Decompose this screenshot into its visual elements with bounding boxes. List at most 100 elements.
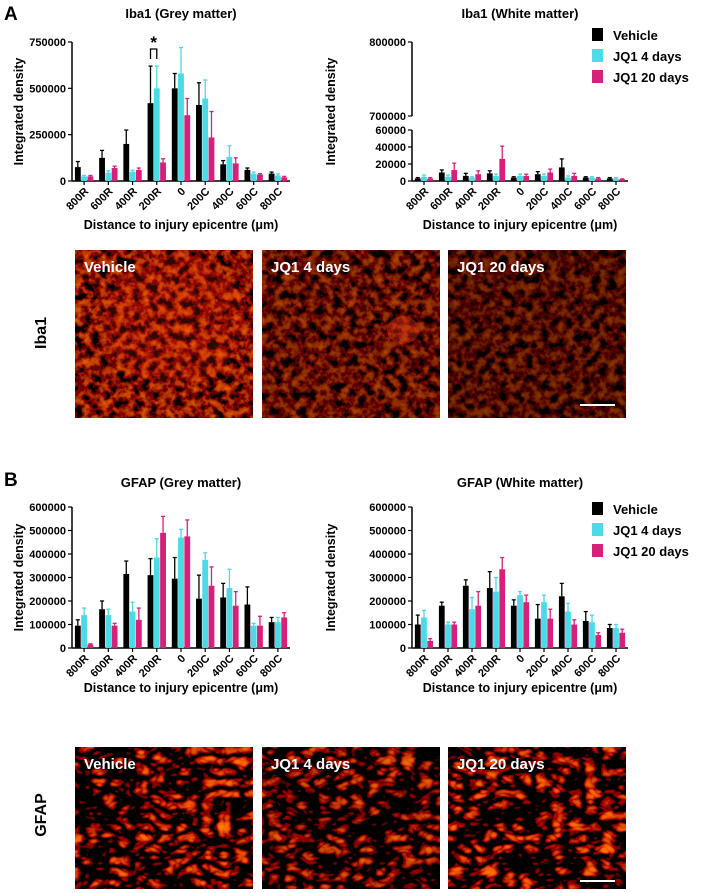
- image-label: Vehicle: [84, 756, 136, 773]
- bar: [438, 172, 445, 181]
- y-tick-label: 0: [60, 176, 66, 188]
- legend-label: Vehicle: [613, 28, 658, 43]
- bar: [257, 174, 263, 181]
- bar: [606, 178, 613, 181]
- y-tick-label: 200000: [369, 596, 406, 608]
- legend-swatch: [592, 502, 603, 515]
- legend-swatch: [592, 28, 603, 41]
- bar: [160, 162, 166, 181]
- annotation: *: [150, 33, 157, 52]
- y-tick-label: 0: [400, 643, 406, 655]
- image-label: JQ1 4 days: [271, 259, 350, 276]
- bar: [111, 625, 118, 648]
- micrograph: [75, 250, 253, 418]
- y-tick-label: 500000: [369, 526, 406, 538]
- micrograph: [387, 316, 419, 344]
- x-tick-label: 600C: [572, 653, 599, 680]
- bar: [281, 617, 288, 648]
- y-tick-label: 100000: [369, 620, 406, 632]
- bar: [421, 176, 427, 181]
- panel-label: A: [4, 4, 18, 25]
- x-tick-label: 0: [175, 653, 188, 666]
- x-tick-label: 200R: [137, 653, 164, 680]
- y-tick-label: 20000: [375, 159, 406, 171]
- x-tick-label: 600R: [88, 653, 115, 680]
- x-tick-label: 200R: [476, 186, 503, 213]
- bar: [153, 557, 160, 648]
- y-tick-label: 40000: [375, 142, 406, 154]
- bar: [105, 172, 112, 181]
- chart-title: GFAP (Grey matter): [121, 475, 241, 490]
- bar: [268, 173, 275, 181]
- micrograph: [105, 255, 245, 385]
- y-tick-label: 0: [60, 643, 66, 655]
- y-tick-label: 0: [400, 176, 406, 188]
- bar: [268, 622, 275, 648]
- x-tick-label: 0: [514, 186, 527, 199]
- bar: [462, 585, 469, 648]
- image-row: Vehicle JQ1 4 days JQ1 20 days: [75, 250, 626, 418]
- bar: [202, 559, 209, 648]
- bar: [427, 640, 434, 648]
- bar: [281, 177, 288, 181]
- bar: [523, 175, 530, 181]
- y-axis-title: Integrated density: [324, 58, 338, 166]
- bar: [421, 617, 427, 648]
- bar: [196, 598, 202, 648]
- bar: [510, 177, 517, 181]
- x-tick-label: 800R: [64, 653, 91, 680]
- bar: [475, 605, 482, 648]
- bar: [244, 604, 251, 648]
- bar: [595, 178, 602, 181]
- bar: [226, 156, 233, 181]
- bar: [274, 622, 281, 648]
- bar: [606, 628, 613, 648]
- x-tick-label: 800C: [596, 186, 623, 213]
- panel-label: B: [4, 470, 18, 491]
- bar: [196, 105, 202, 181]
- x-axis-title: Distance to injury epicentre (μm): [423, 218, 618, 232]
- bar: [208, 137, 215, 181]
- bar: [523, 602, 530, 648]
- bar: [250, 173, 257, 181]
- image-row: Vehicle JQ1 4 days JQ1 20 days: [75, 747, 626, 889]
- bar: [123, 143, 130, 181]
- x-axis-title: Distance to injury epicentre (μm): [84, 218, 279, 232]
- legend-swatch: [592, 70, 603, 83]
- bar: [147, 575, 154, 648]
- x-tick-label: 600R: [88, 186, 115, 213]
- bar: [129, 171, 136, 181]
- significance-bracket: [149, 48, 158, 59]
- bar: [184, 115, 191, 181]
- x-tick-label: 800R: [404, 653, 431, 680]
- bar: [427, 178, 434, 181]
- legend-swatch: [592, 544, 603, 557]
- bar: [445, 624, 451, 648]
- bar: [244, 169, 251, 181]
- bar: [171, 88, 178, 181]
- x-tick-label: 400R: [452, 186, 479, 213]
- legend-label: JQ1 20 days: [613, 70, 689, 85]
- x-tick-label: 600R: [428, 653, 455, 680]
- y-tick-label: 400000: [369, 549, 406, 561]
- micrograph: [75, 747, 253, 889]
- bar: [517, 595, 523, 648]
- x-tick-label: 800R: [404, 186, 431, 213]
- bar: [547, 172, 554, 181]
- bar: [220, 164, 227, 181]
- bar: [445, 176, 451, 181]
- bar: [99, 609, 105, 648]
- y-tick-label: 500000: [29, 526, 66, 538]
- bar: [414, 178, 421, 181]
- x-tick-label: 200C: [524, 186, 551, 213]
- chart-title: Iba1 (White matter): [461, 6, 578, 21]
- x-tick-label: 0: [514, 653, 527, 666]
- bar: [74, 625, 81, 648]
- bar: [202, 98, 209, 181]
- y-tick-label: 300000: [29, 573, 66, 585]
- bar: [558, 596, 565, 648]
- legend-label: JQ1 20 days: [613, 544, 689, 559]
- bar: [493, 175, 499, 181]
- y-axis-title: Integrated density: [12, 58, 26, 166]
- legend-label: JQ1 4 days: [613, 523, 682, 538]
